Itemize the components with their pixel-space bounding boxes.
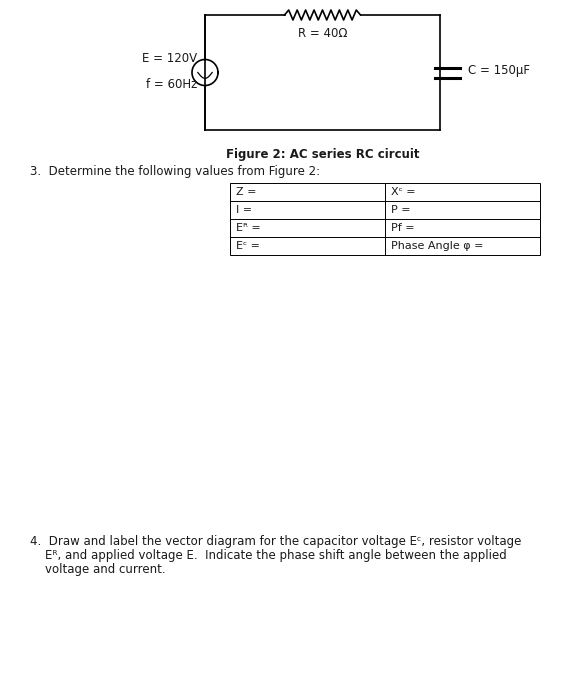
Text: 4.  Draw and label the vector diagram for the capacitor voltage Eᶜ, resistor vol: 4. Draw and label the vector diagram for… <box>30 535 521 548</box>
Text: 3.  Determine the following values from Figure 2:: 3. Determine the following values from F… <box>30 165 320 178</box>
Text: I =: I = <box>236 205 252 215</box>
Text: R = 40Ω: R = 40Ω <box>297 27 347 40</box>
Text: E = 120V: E = 120V <box>142 51 197 64</box>
Text: Eᶜ =: Eᶜ = <box>236 241 260 251</box>
Text: Pf =: Pf = <box>391 223 415 233</box>
Text: Z =: Z = <box>236 187 256 197</box>
Text: Xᶜ =: Xᶜ = <box>391 187 415 197</box>
Text: C = 150μF: C = 150μF <box>468 64 530 77</box>
Bar <box>230 183 540 255</box>
Text: P =: P = <box>391 205 411 215</box>
Text: Eᴿ, and applied voltage E.  Indicate the phase shift angle between the applied: Eᴿ, and applied voltage E. Indicate the … <box>30 549 507 562</box>
Text: f = 60Hz: f = 60Hz <box>146 78 197 91</box>
Text: Phase Angle φ =: Phase Angle φ = <box>391 241 483 251</box>
Text: Eᴿ =: Eᴿ = <box>236 223 261 233</box>
Text: voltage and current.: voltage and current. <box>30 563 166 576</box>
Text: Figure 2: AC series RC circuit: Figure 2: AC series RC circuit <box>226 148 419 161</box>
